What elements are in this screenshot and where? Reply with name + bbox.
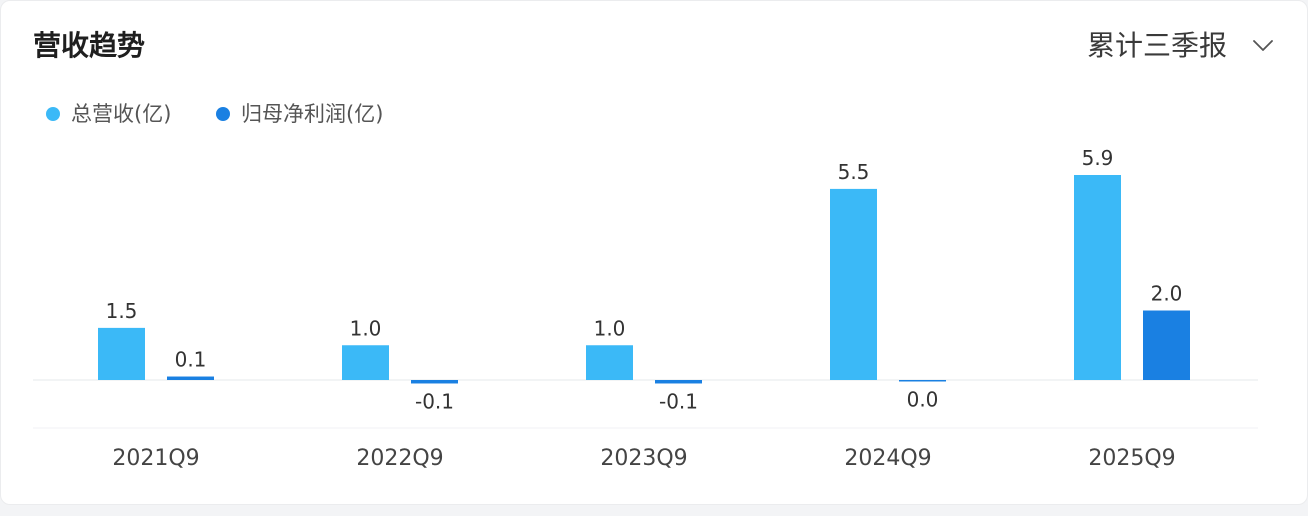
net-profit-bar-2022q9[interactable] — [411, 380, 458, 384]
revenue-bar-2024q9[interactable] — [830, 188, 877, 380]
revenue-bar-2021q9[interactable] — [98, 327, 145, 380]
net-profit-value-label-2024q9: 0.0 — [907, 388, 939, 412]
net-profit-bar-2021q9[interactable] — [167, 376, 214, 380]
revenue-value-label-2022q9: 1.0 — [350, 316, 382, 340]
legend-label-revenue: 总营收(亿) — [71, 102, 172, 126]
legend-item-net-profit[interactable]: 归母净利润(亿) — [216, 101, 383, 127]
chevron-down-icon[interactable] — [1253, 40, 1273, 52]
revenue-bar-2023q9[interactable] — [586, 345, 633, 380]
net-profit-value-label-2021q9: 0.1 — [175, 348, 207, 372]
revenue-value-label-2023q9: 1.0 — [594, 316, 626, 340]
revenue-value-label-2025q9: 5.9 — [1082, 146, 1114, 170]
revenue-value-label-2021q9: 1.5 — [106, 299, 138, 323]
x-axis-label-2024q9: 2024Q9 — [844, 446, 931, 471]
net-profit-value-label-2023q9: -0.1 — [659, 389, 698, 413]
card-title: 营收趋势 — [33, 29, 146, 62]
net-profit-bar-2023q9[interactable] — [655, 380, 702, 384]
revenue-value-label-2024q9: 5.5 — [838, 160, 870, 184]
legend-label-net-profit: 归母净利润(亿) — [241, 102, 384, 126]
legend-dot-net-profit — [216, 107, 230, 121]
legend-dot-revenue — [46, 107, 60, 121]
x-axis-label-2021q9: 2021Q9 — [112, 446, 199, 471]
period-dropdown-value: 累计三季报 — [1087, 29, 1228, 62]
net-profit-value-label-2022q9: -0.1 — [415, 389, 454, 413]
net-profit-value-label-2025q9: 2.0 — [1151, 282, 1183, 306]
net-profit-bar-2025q9[interactable] — [1143, 310, 1190, 380]
legend-item-revenue[interactable]: 总营收(亿) — [46, 101, 171, 127]
revenue-bar-2025q9[interactable] — [1074, 175, 1121, 380]
x-axis-label-2023q9: 2023Q9 — [600, 446, 687, 471]
revenue-bar-2022q9[interactable] — [342, 345, 389, 380]
x-axis-label-2025q9: 2025Q9 — [1088, 446, 1175, 471]
period-dropdown[interactable]: 累计三季报 — [1087, 27, 1273, 65]
net-profit-bar-2024q9[interactable] — [899, 380, 946, 382]
revenue-trend-card: 营收趋势 累计三季报 总营收(亿) 归母净利润(亿) 1.5 0.1 2021Q9 1… — [0, 0, 1308, 505]
x-axis-label-2022q9: 2022Q9 — [356, 446, 443, 471]
bar-chart: 1.5 0.1 2021Q9 1.0 -0.1 2022Q9 1.0 -0.1 2023Q9 5.… — [33, 146, 1258, 471]
